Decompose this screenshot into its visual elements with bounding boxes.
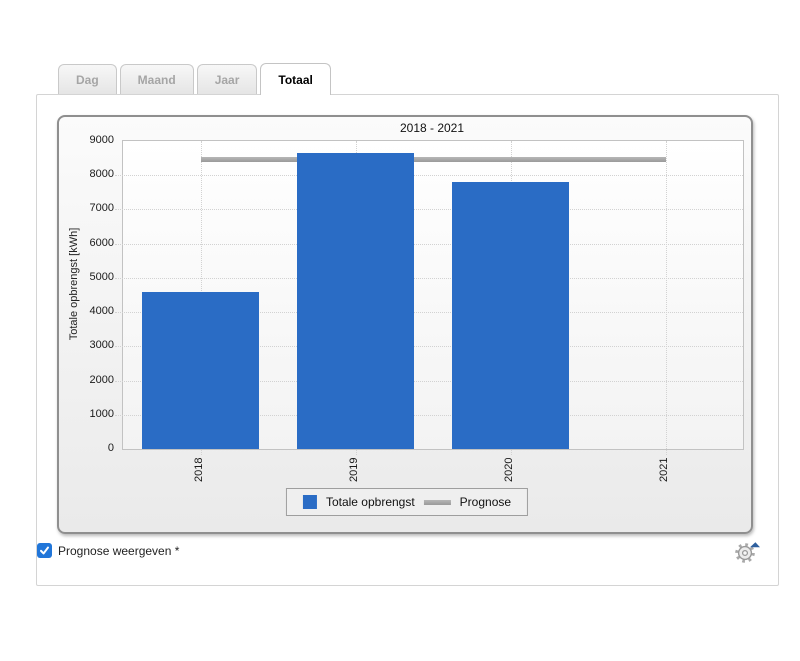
dropdown-arrow-icon bbox=[750, 542, 760, 548]
legend-label-totale-opbrengst: Totale opbrengst bbox=[325, 495, 415, 509]
y-tick-label-7000: 7000 bbox=[89, 202, 114, 215]
y-tick-label-9000: 9000 bbox=[89, 134, 114, 146]
h-gridline-2000 bbox=[115, 380, 743, 382]
check-icon bbox=[40, 546, 49, 555]
y-tick-label-4000: 4000 bbox=[89, 305, 114, 318]
bar-2020 bbox=[452, 182, 569, 449]
tab-totaal[interactable]: Totaal bbox=[260, 63, 331, 95]
bar-2019 bbox=[297, 152, 414, 449]
plot-area bbox=[115, 140, 744, 455]
tab-maand[interactable]: Maand bbox=[119, 64, 194, 94]
h-gridline-8000 bbox=[115, 175, 743, 177]
v-gridline-2021 bbox=[665, 141, 667, 455]
legend-label-prognose: Prognose bbox=[459, 495, 512, 509]
h-gridline-4000 bbox=[115, 312, 743, 314]
chart-title: 2018 - 2021 bbox=[399, 121, 465, 135]
y-tick-label-6000: 6000 bbox=[89, 236, 114, 249]
tab-jaar[interactable]: Jaar bbox=[196, 64, 258, 94]
h-gridline-5000 bbox=[115, 277, 743, 279]
legend-bar-swatch-icon bbox=[302, 495, 317, 509]
legend-line-swatch-icon bbox=[423, 499, 451, 505]
y-tick-label-0: 0 bbox=[107, 442, 114, 454]
y-tick-label-8000: 8000 bbox=[89, 168, 114, 181]
x-tick-label-2021: 2021 bbox=[657, 457, 670, 482]
h-gridline-7000 bbox=[115, 209, 743, 211]
chart-legend: Totale opbrengst Prognose bbox=[285, 488, 529, 516]
y-tick-label-2000: 2000 bbox=[89, 373, 114, 386]
h-gridline-1000 bbox=[115, 414, 743, 416]
y-tick-label-1000: 1000 bbox=[89, 407, 114, 420]
tab-dag[interactable]: Dag bbox=[58, 64, 117, 94]
tab-strip: Dag Maand Jaar Totaal bbox=[58, 63, 331, 95]
prognose-line bbox=[200, 157, 666, 163]
y-tick-label-3000: 3000 bbox=[89, 339, 114, 352]
prognose-checkbox-label[interactable]: Prognose weergeven * bbox=[58, 543, 180, 558]
x-tick-label-2020: 2020 bbox=[502, 457, 515, 482]
y-tick-label-5000: 5000 bbox=[89, 270, 114, 283]
x-tick-label-2019: 2019 bbox=[347, 457, 360, 482]
settings-button[interactable] bbox=[733, 539, 761, 565]
prognose-toggle-row: Prognose weergeven * bbox=[37, 543, 179, 558]
gear-icon bbox=[735, 542, 760, 563]
bar-2018 bbox=[142, 291, 259, 449]
h-gridline-3000 bbox=[115, 346, 743, 348]
prognose-checkbox[interactable] bbox=[37, 543, 52, 558]
h-gridline-6000 bbox=[115, 243, 743, 245]
x-tick-label-2018: 2018 bbox=[192, 457, 205, 482]
